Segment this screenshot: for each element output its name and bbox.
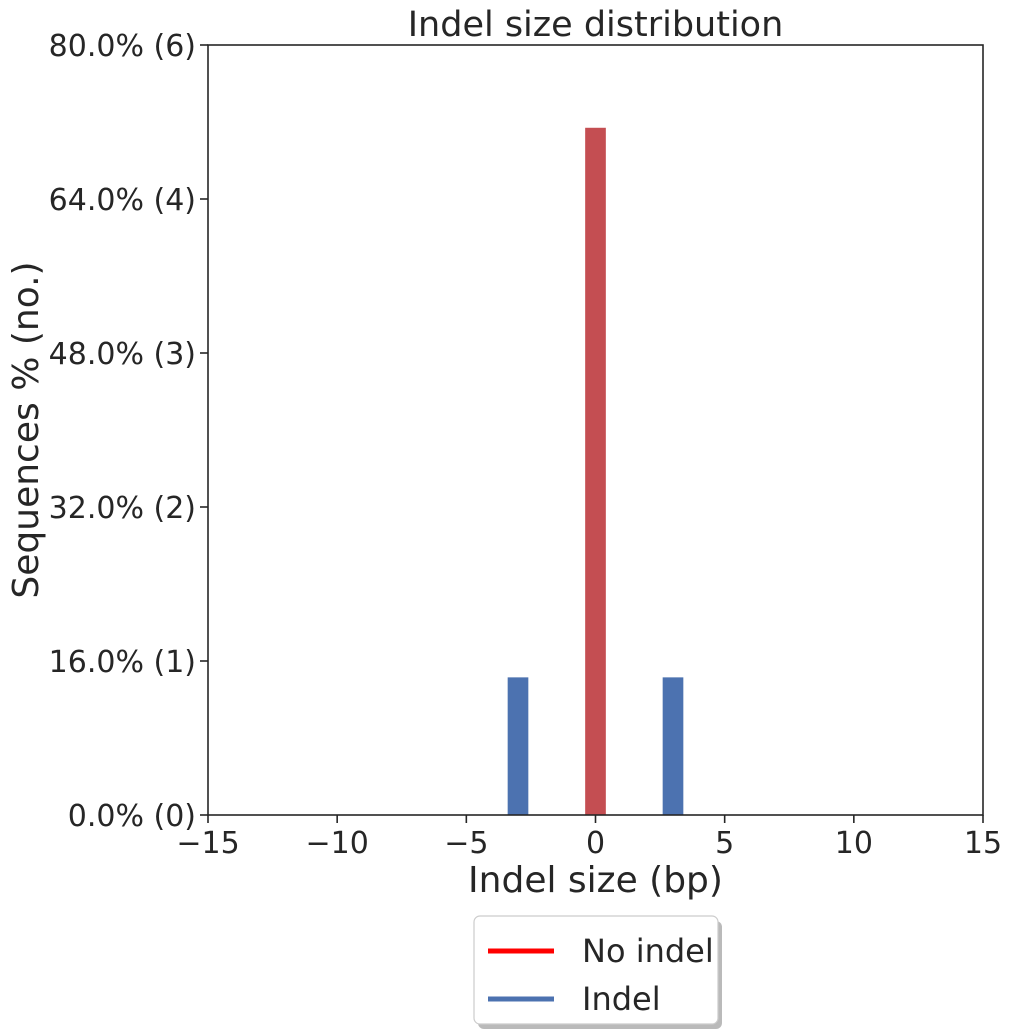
- x-axis: −15 −10 −5 0 5 10 15: [176, 815, 1002, 861]
- x-tick-label: 10: [835, 826, 873, 861]
- x-tick-label: 15: [964, 826, 1002, 861]
- bar-indel-1: [662, 677, 684, 815]
- y-tick-label: 0.0% (0): [68, 799, 196, 834]
- y-axis: 0.0% (0) 16.0% (1) 32.0% (2) 48.0% (3) 64.0%…: [49, 29, 208, 834]
- x-tick-label: −10: [306, 826, 369, 861]
- legend-label-indel: Indel: [582, 980, 661, 1018]
- x-tick-label: −5: [444, 826, 488, 861]
- y-tick-label: 64.0% (4): [49, 183, 196, 218]
- y-tick-label: 80.0% (6): [49, 29, 196, 64]
- legend: No indel Indel: [473, 915, 722, 1029]
- x-tick-label: 5: [715, 826, 734, 861]
- y-axis-label: Sequences % (no.): [6, 261, 47, 598]
- y-tick-label: 32.0% (2): [49, 491, 196, 526]
- chart-title: Indel size distribution: [408, 5, 784, 45]
- bar-no-indel-0: [585, 127, 606, 815]
- bars-layer: [507, 127, 684, 815]
- y-tick-label: 16.0% (1): [49, 645, 196, 680]
- x-axis-label: Indel size (bp): [468, 860, 723, 901]
- legend-label-no-indel: No indel: [582, 932, 714, 970]
- x-tick-label: −15: [176, 826, 239, 861]
- y-tick-label: 48.0% (3): [49, 337, 196, 372]
- x-tick-label: 0: [586, 826, 605, 861]
- bar-indel-0: [507, 677, 529, 815]
